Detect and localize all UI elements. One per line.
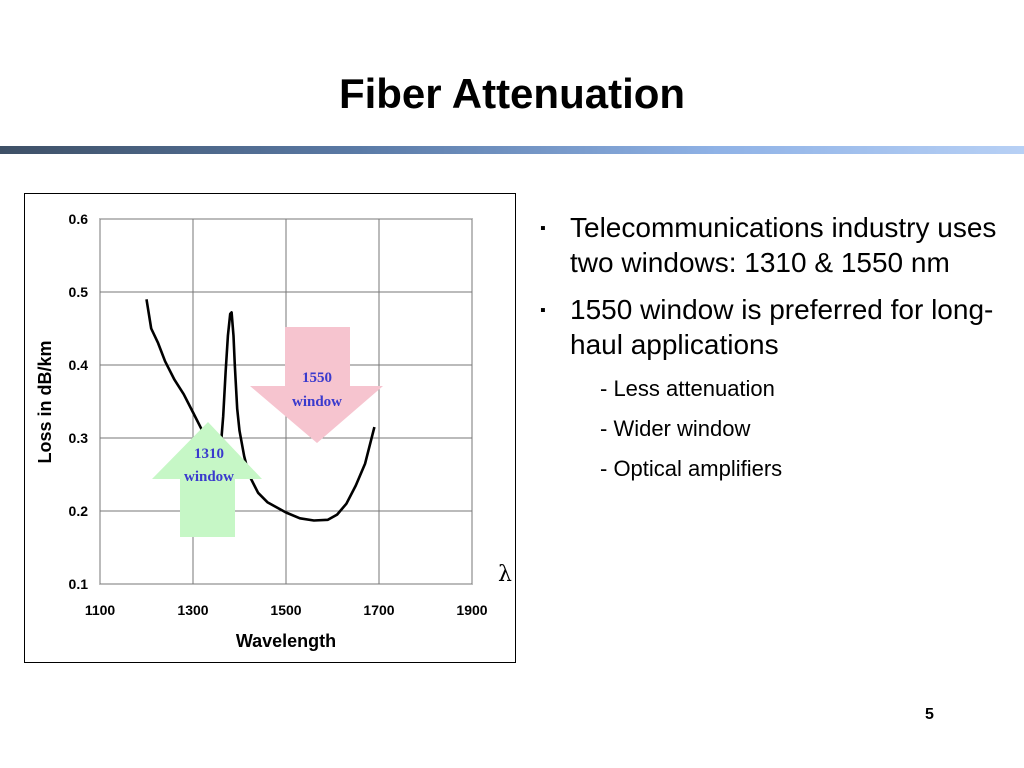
bullet-list: ▪ Telecommunications industry uses two w…: [536, 210, 1006, 494]
window-1550-label-line1: 1550: [302, 370, 332, 386]
bullet-item: ▪ 1550 window is preferred for long-haul…: [536, 292, 1006, 362]
y-tick-labels: 0.1 0.2 0.3 0.4 0.5 0.6: [69, 211, 89, 592]
x-tick-label: 1700: [363, 602, 394, 618]
y-tick-label: 0.4: [69, 357, 89, 373]
attenuation-chart: 0.1 0.2 0.3 0.4 0.5 0.6 1100 1300 1500 1700 1900 …: [24, 193, 516, 663]
x-tick-label: 1100: [85, 602, 116, 618]
y-axis-label: Loss in dB/km: [35, 340, 55, 463]
window-1310-label-line2: window: [184, 469, 234, 485]
y-tick-label: 0.3: [69, 430, 89, 446]
y-tick-label: 0.5: [69, 284, 89, 300]
sub-bullet-item: - Wider window: [600, 416, 751, 441]
window-1550-label-line2: window: [292, 394, 342, 410]
attenuation-curve: [145, 299, 376, 522]
bullet-item: ▪ Telecommunications industry uses two w…: [536, 210, 1006, 280]
window-1310-arrow-shape: [152, 422, 262, 537]
window-1310-label-line1: 1310: [194, 446, 224, 462]
bullet-text: 1550 window is preferred for long-haul a…: [570, 294, 994, 360]
lambda-symbol: λ: [498, 562, 512, 587]
header-rule: [0, 146, 1024, 154]
x-tick-label: 1900: [456, 602, 487, 618]
x-tick-label: 1300: [177, 602, 208, 618]
sub-bullet-item: - Less attenuation: [600, 376, 775, 401]
attenuation-chart-svg: 0.10.20.30.40.50.6 1100 1300 1500 1700 1900 …: [35, 211, 488, 651]
window-1310-arrow: 1310 window: [152, 422, 262, 537]
window-1550-arrow: 1550 window: [250, 327, 383, 443]
x-axis-label: Wavelength: [236, 631, 336, 651]
x-tick-label: 1500: [270, 602, 301, 618]
bullet-text: Telecommunications industry uses two win…: [570, 212, 997, 278]
window-1550-arrow-shape: [250, 327, 383, 443]
y-tick-label: 0.2: [69, 503, 89, 519]
x-tick-labels: 1100 1300 1500 1700 1900: [85, 602, 488, 618]
sub-bullet-item: - Optical amplifiers: [600, 456, 783, 481]
page-number: 5: [925, 706, 934, 723]
bullet-marker-icon: ▪: [540, 302, 546, 319]
bullet-marker-icon: ▪: [540, 220, 546, 237]
slide-title: Fiber Attenuation: [338, 70, 686, 117]
y-tick-label: 0.1: [69, 576, 89, 592]
y-tick-label: 0.6: [69, 211, 89, 227]
